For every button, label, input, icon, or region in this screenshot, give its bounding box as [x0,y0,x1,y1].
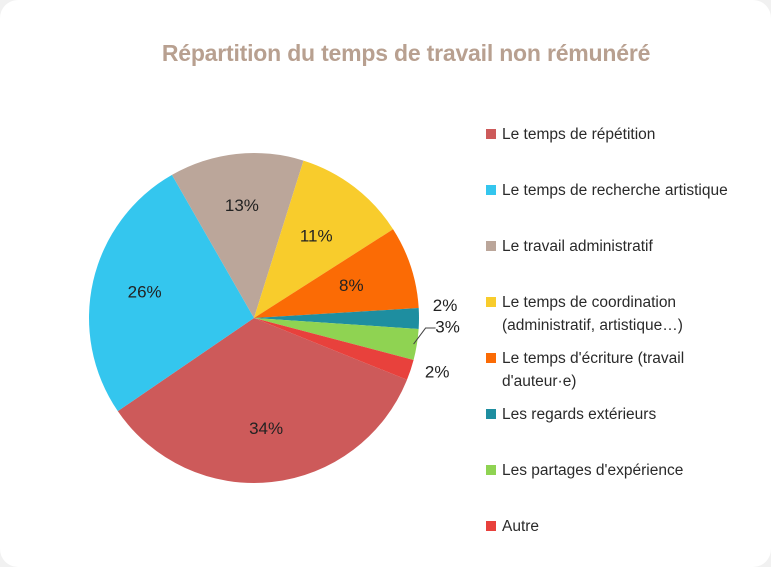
pie-slice [171,152,304,318]
legend-swatch [486,465,496,475]
legend-swatch [486,409,496,419]
pie-slice [117,318,407,483]
slice-value-label: 34% [249,419,283,438]
legend-swatch [486,241,496,251]
slice-value-label: 11% [300,226,333,245]
legend-swatch [486,353,496,363]
legend-label: Le temps d'écriture (travail d'auteur·e) [502,350,685,390]
legend-label: Le temps de recherche artistique [502,182,728,199]
legend-label: Le temps de coordination (administratif,… [502,294,683,334]
legend-item: Le temps d'écriture (travail d'auteur·e) [486,347,766,393]
slice-value-label: 13% [225,196,259,215]
pie-slice [254,308,419,329]
legend-item: Autre [486,515,766,538]
pie-slice [89,174,255,412]
legend-label: Les regards extérieurs [502,406,657,423]
slice-value-label: 2% [425,362,450,381]
legend-item: Les partages d'expérience [486,459,766,482]
chart-title: Répartition du temps de travail non rému… [161,40,651,66]
legend-item: Les regards extérieurs [486,403,766,426]
pie-slice [254,229,419,318]
leader-line [413,327,436,345]
legend-item: Le temps de coordination (administratif,… [486,291,766,337]
legend-swatch [486,129,496,139]
slice-value-label: 26% [128,282,162,301]
pie-slice [254,318,414,380]
legend-swatch [486,297,496,307]
legend-label: Autre [502,518,540,535]
slice-value-label: 2% [433,296,458,315]
legend-item: Le temps de répétition [486,123,766,146]
pie-slice [254,318,419,360]
pie-slice [254,160,394,318]
legend-label: Les partages d'expérience [502,462,684,479]
legend-label: Le travail administratif [502,238,653,255]
slice-value-label: 3% [435,318,460,337]
legend-item: Le travail administratif [486,235,766,258]
legend-swatch [486,185,496,195]
legend-label: Le temps de répétition [502,126,656,143]
legend-swatch [486,521,496,531]
slice-value-label: 8% [339,276,364,295]
legend-item: Le temps de recherche artistique [486,179,766,202]
